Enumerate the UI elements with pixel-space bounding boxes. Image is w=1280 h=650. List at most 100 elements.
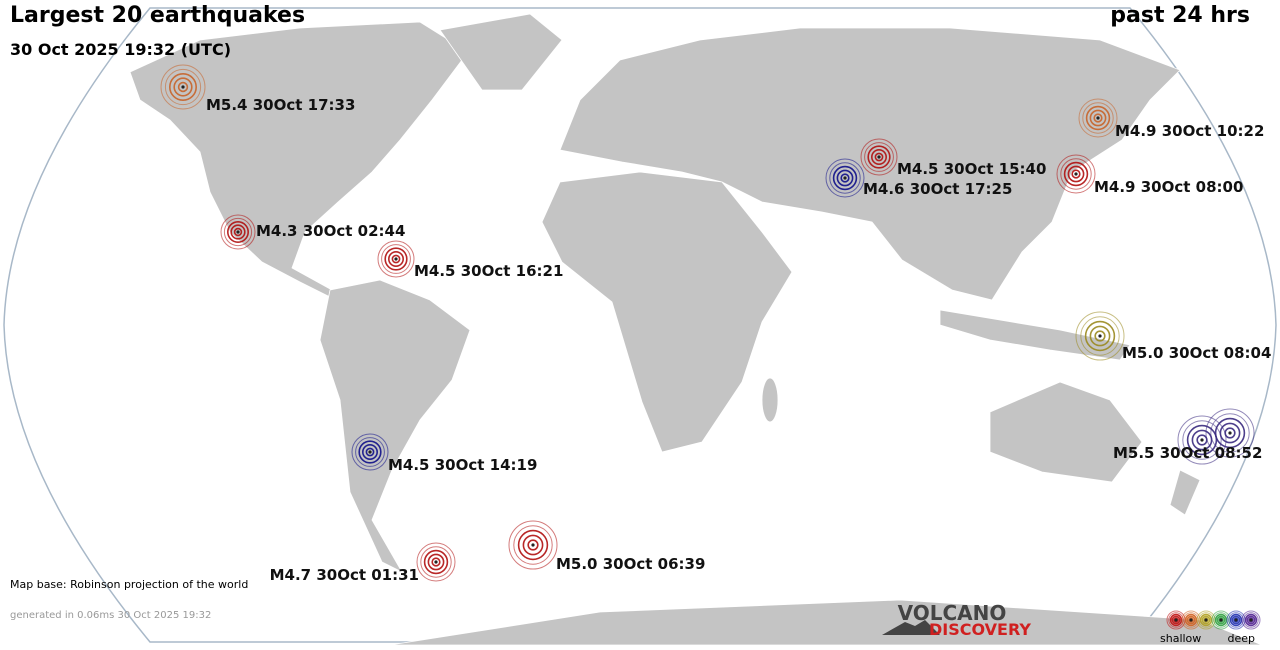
logo-mountain	[882, 620, 940, 635]
ring	[840, 173, 850, 183]
center	[1096, 116, 1100, 120]
center	[1249, 618, 1253, 622]
ring	[1214, 417, 1246, 449]
ring	[874, 152, 884, 162]
center	[1189, 618, 1193, 622]
ring	[387, 251, 404, 268]
ring	[1173, 617, 1179, 623]
ring	[1218, 617, 1224, 623]
ring	[427, 553, 445, 571]
ring	[1210, 413, 1250, 453]
ring	[1203, 617, 1209, 623]
center	[236, 230, 240, 234]
ring	[1080, 316, 1120, 356]
ring	[527, 539, 539, 551]
ring	[1233, 617, 1239, 623]
ring	[1169, 613, 1183, 627]
ring	[870, 149, 887, 166]
ring	[1188, 617, 1194, 623]
quake: M4.6 30Oct 17:25	[825, 158, 1012, 198]
generated: generated in 0.06ms 30 Oct 2025 19:32	[10, 610, 211, 621]
ring	[517, 529, 549, 561]
center	[877, 155, 881, 159]
ring	[1224, 427, 1236, 439]
ring	[160, 64, 206, 110]
center	[1228, 431, 1232, 435]
ring	[1186, 615, 1196, 625]
ring	[1177, 415, 1227, 465]
ring	[1089, 109, 1107, 127]
ring	[358, 440, 382, 464]
ring	[381, 244, 411, 274]
ring	[1243, 612, 1259, 628]
center	[1074, 172, 1078, 176]
ring	[416, 542, 456, 582]
ring	[1063, 161, 1089, 187]
ring	[164, 68, 202, 106]
ring	[513, 525, 553, 565]
ring	[173, 77, 193, 97]
ring	[233, 227, 243, 237]
ring	[361, 443, 378, 460]
ring	[522, 534, 544, 556]
legend-shallow: shallow	[1160, 632, 1201, 645]
ring	[230, 224, 246, 240]
ring	[1205, 408, 1255, 458]
center	[1204, 618, 1208, 622]
ring	[384, 247, 408, 271]
quake-label: M4.7 30Oct 01:31	[270, 566, 419, 584]
ring	[391, 254, 401, 264]
ring	[1056, 154, 1096, 194]
map-base: Map base: Robinson projection of the wor…	[10, 578, 248, 591]
title: Largest 20 earthquakes	[10, 3, 305, 28]
ring	[864, 142, 894, 172]
ring	[1229, 613, 1243, 627]
ring	[1219, 422, 1241, 444]
ring	[1084, 320, 1116, 352]
ring	[1231, 615, 1241, 625]
quake-label: M4.9 30Oct 10:22	[1115, 122, 1264, 140]
quake: M4.5 30Oct 14:19	[351, 433, 537, 474]
quake-label: M5.0 30Oct 06:39	[556, 555, 705, 573]
ring	[867, 145, 891, 169]
quake-label: M4.5 30Oct 16:21	[414, 262, 563, 280]
ring	[1093, 113, 1103, 123]
ring	[836, 169, 854, 187]
ring	[1067, 165, 1085, 183]
ring	[1201, 615, 1211, 625]
ring	[1246, 615, 1256, 625]
quake-label: M4.9 30Oct 08:00	[1094, 178, 1243, 196]
ring	[177, 81, 189, 93]
ring	[829, 162, 861, 194]
ring	[832, 165, 858, 191]
center	[434, 560, 438, 564]
quake: M4.5 30Oct 16:21	[377, 240, 563, 280]
ring	[227, 221, 250, 244]
ring	[1241, 610, 1261, 630]
ring	[355, 437, 385, 467]
quake: M5.4 30Oct 17:33	[160, 64, 355, 114]
ring	[223, 217, 253, 247]
ring	[1184, 613, 1198, 627]
center	[1219, 618, 1223, 622]
period: past 24 hrs	[1110, 3, 1250, 28]
ring	[1186, 424, 1218, 456]
ring	[825, 158, 865, 198]
center	[531, 543, 535, 547]
ring	[1244, 613, 1258, 627]
ring	[1168, 612, 1184, 628]
center	[181, 85, 185, 89]
ring	[1182, 420, 1222, 460]
ring	[1214, 613, 1228, 627]
logo-top: VOLCANO	[898, 601, 1007, 625]
quake-label: M5.4 30Oct 17:33	[206, 96, 355, 114]
legend-deep: deep	[1228, 632, 1256, 645]
ring	[508, 520, 558, 570]
quake-label: M4.3 30Oct 02:44	[256, 222, 405, 240]
ring	[365, 447, 375, 457]
depth-legend	[1166, 610, 1261, 630]
center	[368, 450, 372, 454]
quakes: M5.4 30Oct 17:33 M4.9 30Oct 10:22 M4.5 30O…	[160, 64, 1271, 584]
ring	[220, 214, 256, 250]
ring	[1089, 325, 1111, 347]
